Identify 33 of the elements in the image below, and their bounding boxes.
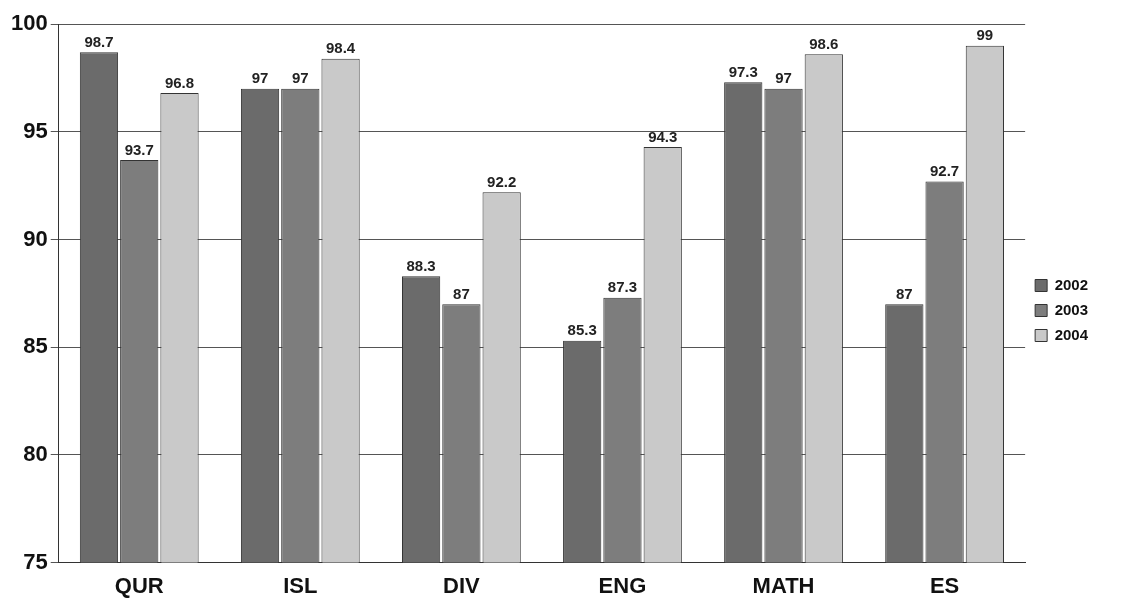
legend-label: 2002 bbox=[1054, 275, 1089, 293]
data-label: 85.3 bbox=[567, 321, 597, 339]
y-tick-label: 85 bbox=[23, 333, 48, 359]
legend-label: 2004 bbox=[1054, 325, 1089, 343]
data-label: 97.3 bbox=[728, 62, 758, 80]
data-label: 99 bbox=[976, 26, 994, 44]
data-label: 87 bbox=[453, 284, 470, 302]
data-label: 98.4 bbox=[325, 39, 356, 57]
y-tick-label: 75 bbox=[23, 548, 48, 574]
y-tick-label: 100 bbox=[10, 10, 48, 36]
data-label: 97 bbox=[251, 69, 269, 87]
x-tick-label: MATH bbox=[752, 572, 815, 598]
data-label: 94.3 bbox=[648, 127, 678, 145]
data-label: 87 bbox=[895, 284, 913, 302]
data-label: 92.7 bbox=[929, 162, 960, 180]
data-label: 98.7 bbox=[84, 32, 114, 50]
x-tick-label: QUR bbox=[114, 572, 164, 598]
x-tick-label: ES bbox=[929, 572, 960, 598]
data-label: 98.6 bbox=[809, 34, 839, 52]
data-label: 97 bbox=[775, 69, 792, 87]
y-tick-label: 80 bbox=[23, 440, 48, 466]
data-label: 88.3 bbox=[406, 256, 436, 274]
data-label: 96.8 bbox=[164, 73, 195, 91]
data-label: 87.3 bbox=[607, 278, 638, 296]
legend-label: 2003 bbox=[1054, 300, 1089, 318]
y-tick-label: 95 bbox=[23, 117, 48, 143]
y-tick-label: 90 bbox=[23, 225, 48, 251]
x-tick-label: ISL bbox=[283, 572, 318, 598]
data-label: 92.2 bbox=[487, 172, 517, 190]
x-tick-label: DIV bbox=[443, 572, 481, 598]
data-label: 97 bbox=[291, 69, 309, 87]
x-tick-label: ENG bbox=[598, 572, 647, 598]
data-label: 93.7 bbox=[124, 140, 154, 158]
